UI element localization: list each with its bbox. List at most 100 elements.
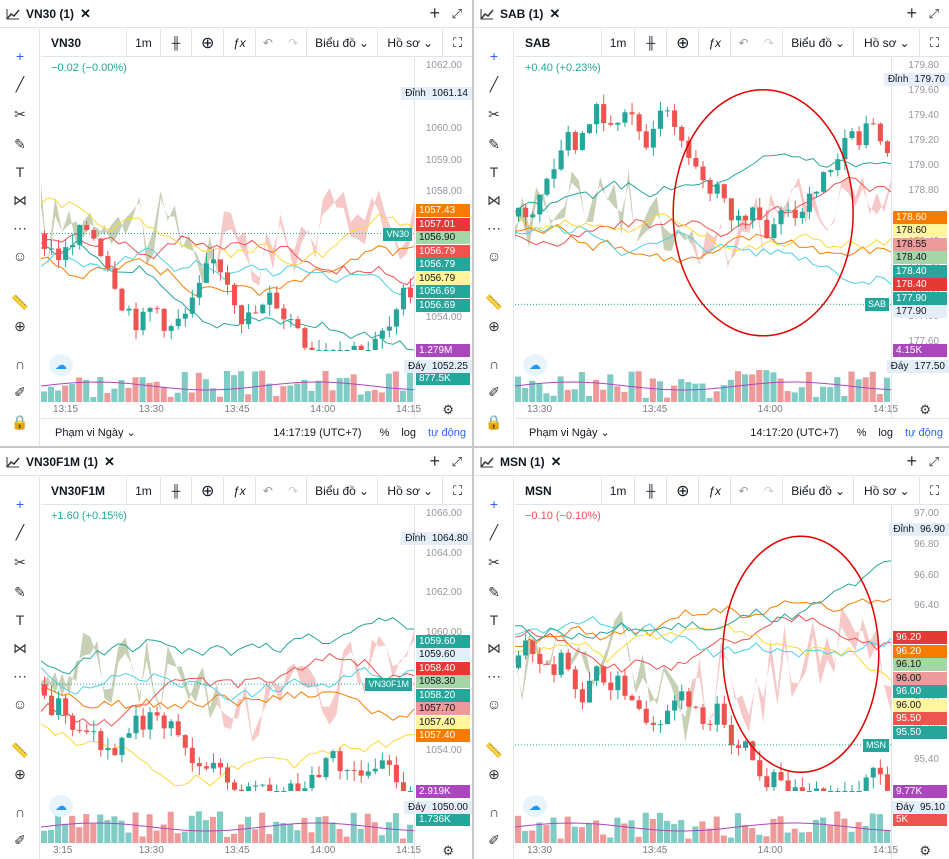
ruler-icon[interactable]: 📏	[485, 293, 503, 310]
emoji-icon[interactable]: ☺	[12, 696, 28, 712]
expand-icon[interactable]: ⤢	[451, 454, 462, 469]
crosshair-icon[interactable]: +	[15, 496, 25, 512]
compare-add-icon[interactable]: ⊕	[191, 28, 223, 57]
fullscreen-icon[interactable]: ⛶	[442, 476, 472, 505]
fib-icon[interactable]: ✂	[14, 553, 26, 570]
chart-pane-sab[interactable]: SAB (1) ✕ + ⤢ + ╱ ✂ ✎ T ⋈ ⋯ ☺ 📏 ⊕ ∩ ✐ 🔒 SAB 1m ╫ ⊕ ƒx ↶ ↷ Biểu đ…	[474, 0, 949, 446]
text-icon[interactable]: T	[15, 164, 25, 180]
chart-pane-vn30f1m[interactable]: VN30F1M (1) ✕ + ⤢ + ╱ ✂ ✎ T ⋈ ⋯ ☺ 📏 ⊕ ∩ ✐ VN30F1M 1m ╫ ⊕ ƒx ↶…	[0, 448, 472, 859]
compare-add-icon[interactable]: ⊕	[191, 476, 223, 505]
indicators-icon[interactable]: ƒx	[698, 476, 730, 505]
magnet-icon[interactable]: ∩	[14, 356, 26, 372]
close-icon[interactable]: ✕	[549, 5, 561, 21]
pattern-icon[interactable]: ⋈	[13, 639, 27, 656]
time-axis[interactable]: 13:30 13:45 14:00 14:15	[515, 843, 898, 859]
indicators-icon[interactable]: ƒx	[698, 28, 730, 57]
cloud-logo-icon[interactable]: ☁	[49, 354, 73, 376]
emoji-icon[interactable]: ☺	[12, 248, 28, 264]
measure-icon[interactable]: ⋯	[487, 667, 501, 684]
fullscreen-icon[interactable]: ⛶	[919, 28, 949, 57]
brush-icon[interactable]: ✎	[14, 583, 26, 600]
indicators-icon[interactable]: ƒx	[222, 28, 255, 57]
lock-draw-icon[interactable]: ✐	[14, 831, 26, 848]
settings-gear-icon[interactable]: ⚙	[919, 843, 931, 858]
price-axis[interactable]: 97.0096.8096.6096.4096.2096.0095.8095.60…	[891, 506, 949, 859]
log-scale-button[interactable]: log	[401, 426, 417, 439]
profile-menu-button[interactable]: Hồ sơ ⌄	[853, 28, 919, 57]
brush-icon[interactable]: ✎	[488, 135, 500, 152]
text-icon[interactable]: T	[15, 612, 25, 628]
zoom-in-icon[interactable]: ⊕	[14, 765, 26, 782]
brush-icon[interactable]: ✎	[488, 583, 500, 600]
compare-add-icon[interactable]: ⊕	[666, 476, 698, 505]
fib-icon[interactable]: ✂	[488, 105, 500, 122]
chart-menu-button[interactable]: Biểu đồ ⌄	[781, 476, 854, 505]
close-icon[interactable]: ✕	[550, 453, 562, 469]
ruler-icon[interactable]: 📏	[11, 741, 29, 758]
price-axis[interactable]: 179.80 179.60 179.40 179.20 179.00 178.80 178.…	[891, 58, 949, 418]
interval-button[interactable]: 1m	[600, 28, 635, 57]
chart-menu-button[interactable]: Biểu đồ ⌄	[781, 28, 854, 57]
crosshair-icon[interactable]: +	[15, 48, 25, 64]
candle-style-icon[interactable]: ╫	[159, 476, 192, 505]
magnet-icon[interactable]: ∩	[488, 804, 500, 820]
text-icon[interactable]: T	[489, 612, 499, 628]
cloud-logo-icon[interactable]: ☁	[523, 354, 547, 376]
lock-draw-icon[interactable]: ✐	[488, 383, 500, 400]
profile-menu-button[interactable]: Hồ sơ ⌄	[853, 476, 919, 505]
undo-icon[interactable]: ↶	[254, 476, 281, 505]
chart-canvas[interactable]: +1.60 (+0.15%) 1066.00 1064.00 1062.00 1060.…	[41, 506, 472, 859]
redo-icon[interactable]: ↷	[763, 35, 774, 50]
compare-add-icon[interactable]: ⊕	[666, 28, 698, 57]
text-icon[interactable]: T	[489, 164, 499, 180]
percent-scale-button[interactable]: %	[856, 426, 867, 439]
pattern-icon[interactable]: ⋈	[13, 191, 27, 208]
zoom-in-icon[interactable]: ⊕	[488, 317, 500, 334]
magnet-icon[interactable]: ∩	[488, 356, 500, 372]
symbol-search-button[interactable]: MSN	[525, 483, 552, 498]
add-icon[interactable]: +	[906, 3, 917, 23]
measure-icon[interactable]: ⋯	[13, 219, 27, 236]
auto-scale-button[interactable]: tự động	[905, 426, 943, 439]
redo-icon[interactable]: ↷	[763, 483, 774, 498]
trend-line-icon[interactable]: ╱	[489, 523, 499, 540]
zoom-in-icon[interactable]: ⊕	[14, 317, 26, 334]
add-icon[interactable]: +	[429, 3, 440, 23]
symbol-search-button[interactable]: VN30F1M	[51, 483, 106, 498]
time-axis[interactable]: 3:15 13:30 13:45 14:00 14:15	[41, 843, 421, 859]
chart-canvas[interactable]: −0.02 (−0.00%)1062.001061.001060.001059.…	[41, 58, 472, 418]
fib-icon[interactable]: ✂	[14, 105, 26, 122]
magnet-icon[interactable]: ∩	[14, 804, 26, 820]
lock-icon[interactable]: 🔒	[11, 413, 29, 430]
undo-icon[interactable]: ↶	[254, 28, 281, 57]
settings-gear-icon[interactable]: ⚙	[919, 402, 931, 417]
add-icon[interactable]: +	[906, 451, 917, 471]
cloud-logo-icon[interactable]: ☁	[49, 795, 73, 817]
date-range-button[interactable]: Phạm vi Ngày ⌄	[55, 426, 136, 439]
profile-menu-button[interactable]: Hồ sơ ⌄	[377, 28, 442, 57]
trend-line-icon[interactable]: ╱	[15, 75, 25, 92]
date-range-button[interactable]: Phạm vi Ngày ⌄	[529, 426, 610, 439]
trend-line-icon[interactable]: ╱	[489, 75, 499, 92]
time-axis[interactable]: 13:30 13:45 14:00 14:15	[515, 402, 898, 418]
fib-icon[interactable]: ✂	[488, 553, 500, 570]
expand-icon[interactable]: ⤢	[928, 454, 939, 469]
measure-icon[interactable]: ⋯	[13, 667, 27, 684]
chart-menu-button[interactable]: Biểu đồ ⌄	[305, 476, 377, 505]
ruler-icon[interactable]: 📏	[11, 293, 29, 310]
settings-gear-icon[interactable]: ⚙	[442, 402, 454, 417]
settings-gear-icon[interactable]: ⚙	[442, 843, 454, 858]
pattern-icon[interactable]: ⋈	[487, 191, 501, 208]
emoji-icon[interactable]: ☺	[486, 696, 502, 712]
symbol-search-button[interactable]: SAB	[525, 35, 551, 50]
close-icon[interactable]: ✕	[80, 5, 91, 21]
undo-icon[interactable]: ↶	[730, 28, 756, 57]
chart-pane-vn30[interactable]: VN30 (1) ✕ + ⤢ + ╱ ✂ ✎ T ⋈ ⋯ ☺ 📏 ⊕ ∩ ✐ 🔒 VN30 1m ╫ ⊕ ƒx ↶ ↷ Biểu…	[0, 0, 472, 446]
interval-button[interactable]: 1m	[600, 476, 635, 505]
expand-icon[interactable]: ⤢	[928, 6, 939, 21]
measure-icon[interactable]: ⋯	[487, 219, 501, 236]
close-icon[interactable]: ✕	[104, 453, 115, 469]
ruler-icon[interactable]: 📏	[485, 741, 503, 758]
profile-menu-button[interactable]: Hồ sơ ⌄	[377, 476, 442, 505]
zoom-in-icon[interactable]: ⊕	[488, 765, 500, 782]
